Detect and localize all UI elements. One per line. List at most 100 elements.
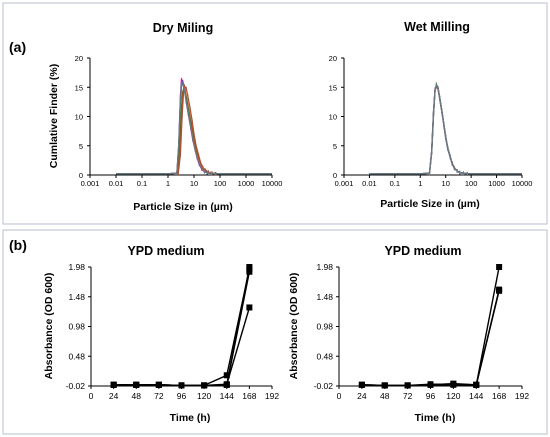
series-line: [369, 84, 522, 175]
wet-milling-chart: Wet Milling Particle Size in (µm) 0.001 0…: [329, 20, 533, 210]
y-tick-label: 15: [329, 83, 337, 92]
x-tick-label: 96: [426, 391, 436, 401]
data-point: [223, 372, 230, 379]
x-axis-label: Time (h): [415, 412, 456, 424]
data-point: [381, 382, 388, 389]
data-point: [496, 264, 503, 270]
x-tick-label: 96: [177, 391, 187, 401]
series-line: [369, 83, 522, 175]
y-tick-label: 10: [329, 113, 337, 122]
x-tick-label: 120: [197, 391, 211, 401]
series-line: [361, 266, 500, 387]
chart-title: YPD medium: [384, 244, 461, 258]
series-line: [369, 84, 522, 175]
x-tick-label: 100: [465, 179, 478, 188]
x-tick-label: 48: [132, 391, 142, 401]
y-tick-label: 0.98: [68, 322, 85, 332]
x-tick-label: 72: [154, 391, 164, 401]
dry-plot-area: 0.001 0.01 0.1 1 10 100 1000 10000 0 5 10 15 20: [75, 54, 283, 188]
series-line: [113, 268, 251, 387]
y-tick-label: 5: [333, 142, 337, 151]
ypd2-plot-area: 0 24 48 72 96 120 144 168 192 -0.02 0.48 0.98 1.48 1.…: [314, 262, 530, 401]
series-line: [116, 85, 272, 175]
y-tick-label: -0.02: [66, 381, 86, 391]
x-tick-label: 0.1: [390, 179, 400, 188]
y-tick-label: -0.02: [314, 381, 334, 391]
chart-title: Dry Miling: [153, 21, 213, 35]
y-tick-label: 20: [329, 54, 337, 63]
y-tick-label: 10: [75, 113, 83, 122]
x-tick-label: 0.001: [335, 179, 354, 188]
y-tick-label: 1.48: [316, 292, 333, 302]
chart-title: YPD medium: [127, 244, 204, 258]
data-point: [155, 381, 162, 388]
data-point: [133, 381, 140, 388]
y-tick-label: 0.98: [316, 322, 333, 332]
x-tick-label: 0.1: [137, 179, 147, 188]
data-point: [246, 304, 253, 311]
data-point: [246, 265, 253, 272]
x-tick-label: 1: [166, 179, 170, 188]
data-point: [358, 381, 365, 388]
series-line: [369, 85, 522, 175]
series-line: [116, 83, 272, 175]
x-tick-label: 10000: [262, 179, 283, 188]
y-axis-label: Cumlative Finder (%): [48, 64, 60, 168]
series-line: [116, 78, 272, 175]
x-tick-label: 1000: [488, 179, 505, 188]
y-tick-label: 0.48: [68, 351, 85, 361]
x-tick-label: 144: [220, 391, 234, 401]
x-tick-label: 1000: [238, 179, 255, 188]
x-tick-label: 0: [89, 391, 94, 401]
series-line: [113, 271, 251, 387]
x-tick-label: 120: [446, 391, 460, 401]
x-tick-label: 100: [214, 179, 227, 188]
data-point: [473, 381, 480, 388]
y-tick-label: 0.48: [316, 351, 333, 361]
x-tick-label: 48: [380, 391, 390, 401]
chart-title: Wet Milling: [404, 20, 470, 34]
x-tick-label: 0: [337, 391, 342, 401]
ypd-growth-chart-1: YPD medium Time (h) Absorbance (OD 600) …: [43, 244, 279, 424]
panel-a-label: (a): [9, 39, 26, 55]
x-tick-label: 10: [190, 179, 198, 188]
y-tick-label: 15: [75, 83, 83, 92]
panel-a-frame: [2, 2, 548, 225]
y-tick-label: 0: [79, 171, 83, 180]
series-line: [116, 80, 272, 175]
x-axis-label: Particle Size in (µm): [380, 198, 479, 210]
wet-plot-area: 0.001 0.01 0.1 1 10 100 1000 10000 0 5 10 15 20: [329, 54, 533, 188]
x-axis-label: Time (h): [170, 412, 211, 424]
y-tick-label: 1.98: [68, 262, 85, 272]
y-tick-label: 1.98: [316, 262, 333, 272]
x-tick-label: 24: [109, 391, 119, 401]
data-point: [496, 287, 503, 294]
dry-milling-chart: Dry Miling Particle Size in (µm) Cumlati…: [48, 21, 282, 213]
x-tick-label: 144: [469, 391, 483, 401]
x-tick-label: 192: [515, 391, 529, 401]
x-tick-label: 24: [357, 391, 367, 401]
x-tick-label: 192: [265, 391, 279, 401]
x-tick-label: 72: [403, 391, 413, 401]
data-point: [427, 381, 434, 388]
x-axis-label: Particle Size in (µm): [133, 201, 232, 213]
x-tick-label: 0.001: [81, 179, 100, 188]
data-point: [201, 382, 208, 389]
y-tick-label: 5: [79, 142, 83, 151]
y-tick-label: 20: [75, 54, 83, 63]
y-tick-label: 1.48: [68, 292, 85, 302]
data-point: [223, 381, 230, 388]
panel-b-frame: [2, 229, 548, 435]
ypd1-plot-area: 0 24 48 72 96 120 144 168 192 -0.02 0.48 0.98 1.48 1.…: [66, 262, 280, 401]
data-point: [450, 381, 457, 388]
y-axis-label: Absorbance (OD 600): [43, 273, 55, 380]
x-tick-label: 10000: [512, 179, 533, 188]
y-tick-label: 0: [333, 171, 337, 180]
data-point: [178, 382, 185, 389]
x-tick-label: 168: [492, 391, 506, 401]
series-line: [369, 86, 522, 175]
data-point: [110, 381, 117, 388]
x-tick-label: 168: [242, 391, 256, 401]
